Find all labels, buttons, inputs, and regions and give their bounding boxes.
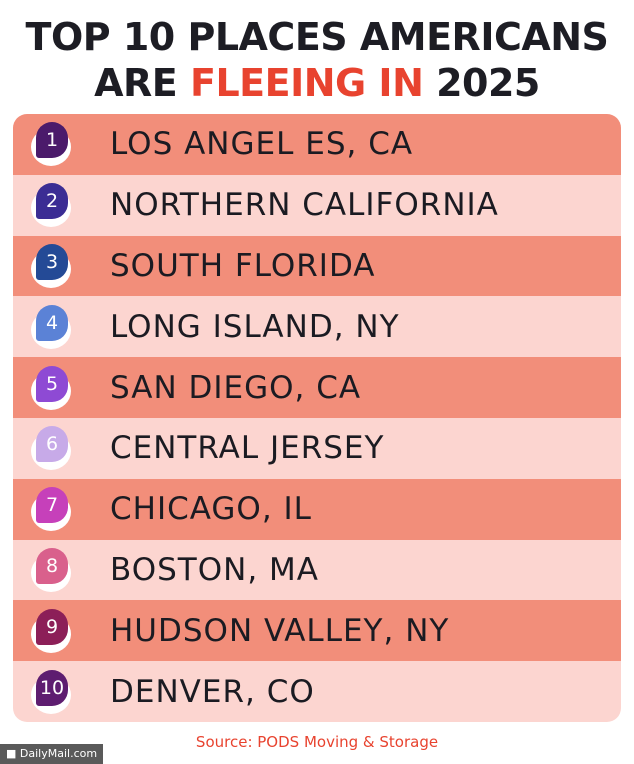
source-note: Source: PODS Moving & Storage bbox=[195, 733, 439, 751]
title-line-2-suffix: 2025 bbox=[423, 61, 540, 105]
place-label: SAN DIEGO, CA bbox=[110, 369, 362, 406]
rank-number: 3 bbox=[45, 250, 59, 273]
place-label: HUDSON VALLEY, NY bbox=[110, 612, 450, 649]
place-label: CENTRAL JERSEY bbox=[110, 430, 385, 467]
rank-badge: 4 bbox=[31, 304, 71, 349]
rank-badge-fill bbox=[36, 487, 68, 524]
title-highlight: FLEEING IN bbox=[189, 61, 424, 105]
rank-badge: 7 bbox=[31, 487, 71, 532]
rank-badge: 3 bbox=[31, 243, 71, 288]
table-row: 8 BOSTON, MA bbox=[13, 539, 621, 601]
brand-watermark: ■ DailyMail.com bbox=[0, 744, 104, 764]
rank-badge-fill bbox=[36, 426, 68, 463]
rank-badge: 9 bbox=[31, 608, 71, 653]
rank-badge: 8 bbox=[31, 547, 71, 592]
place-label: DENVER, CO bbox=[110, 673, 315, 710]
table-row: 7 CHICAGO, IL bbox=[13, 478, 621, 540]
table-row: 10 DENVER, CO bbox=[13, 661, 621, 722]
chart-title: TOP 10 PLACES AMERICANS ARE FLEEING IN 2… bbox=[0, 14, 634, 106]
table-row: 4 LONG ISLAND, NY bbox=[13, 296, 621, 358]
title-line-2-prefix: ARE bbox=[94, 61, 190, 105]
rank-badge-fill bbox=[36, 243, 68, 280]
title-line-1: TOP 10 PLACES AMERICANS bbox=[25, 15, 609, 59]
table-row: 5 SAN DIEGO, CA bbox=[13, 357, 621, 418]
rank-number: 2 bbox=[45, 190, 59, 213]
table-row: 3 SOUTH FLORIDA bbox=[13, 235, 621, 297]
table-row: 1 LOS ANGEL ES, CA bbox=[13, 114, 621, 175]
place-label: CHICAGO, IL bbox=[110, 491, 312, 528]
rank-badge: 2 bbox=[31, 183, 71, 228]
rank-badge: 5 bbox=[31, 365, 71, 410]
place-label: LOS ANGEL ES, CA bbox=[110, 126, 414, 163]
rank-number: 10 bbox=[39, 676, 65, 699]
title-line-2: ARE FLEEING IN 2025 bbox=[0, 60, 634, 106]
table-row: 9 HUDSON VALLEY, NY bbox=[13, 600, 621, 662]
place-label: LONG ISLAND, NY bbox=[110, 308, 400, 345]
table-row: 2 NORTHERN CALIFORNIA bbox=[13, 174, 621, 236]
rank-number: 6 bbox=[45, 433, 59, 456]
rank-badge: 1 bbox=[31, 122, 71, 167]
rank-number: 1 bbox=[45, 129, 59, 152]
rank-badge-fill bbox=[36, 365, 68, 402]
rank-badge-fill bbox=[36, 183, 68, 220]
rank-number: 9 bbox=[45, 615, 59, 638]
place-label: NORTHERN CALIFORNIA bbox=[110, 187, 499, 224]
rank-number: 5 bbox=[45, 372, 59, 395]
table-row: 6 CENTRAL JERSEY bbox=[13, 417, 621, 479]
rank-badge: 6 bbox=[31, 426, 71, 471]
place-label: SOUTH FLORIDA bbox=[110, 247, 376, 284]
rank-number: 7 bbox=[45, 494, 59, 517]
rank-badge-fill bbox=[36, 669, 68, 706]
rank-badge-fill bbox=[36, 122, 68, 159]
rank-badge: 10 bbox=[31, 669, 71, 714]
rank-number: 4 bbox=[45, 311, 59, 334]
rank-badge-fill bbox=[36, 547, 68, 584]
rank-number: 8 bbox=[45, 554, 59, 577]
rank-badge-fill bbox=[36, 304, 68, 341]
ranking-list: 1 LOS ANGEL ES, CA 2 NORTHERN CALIFORNIA 3 SO… bbox=[13, 114, 621, 722]
rank-badge-fill bbox=[36, 608, 68, 645]
place-label: BOSTON, MA bbox=[110, 551, 319, 588]
